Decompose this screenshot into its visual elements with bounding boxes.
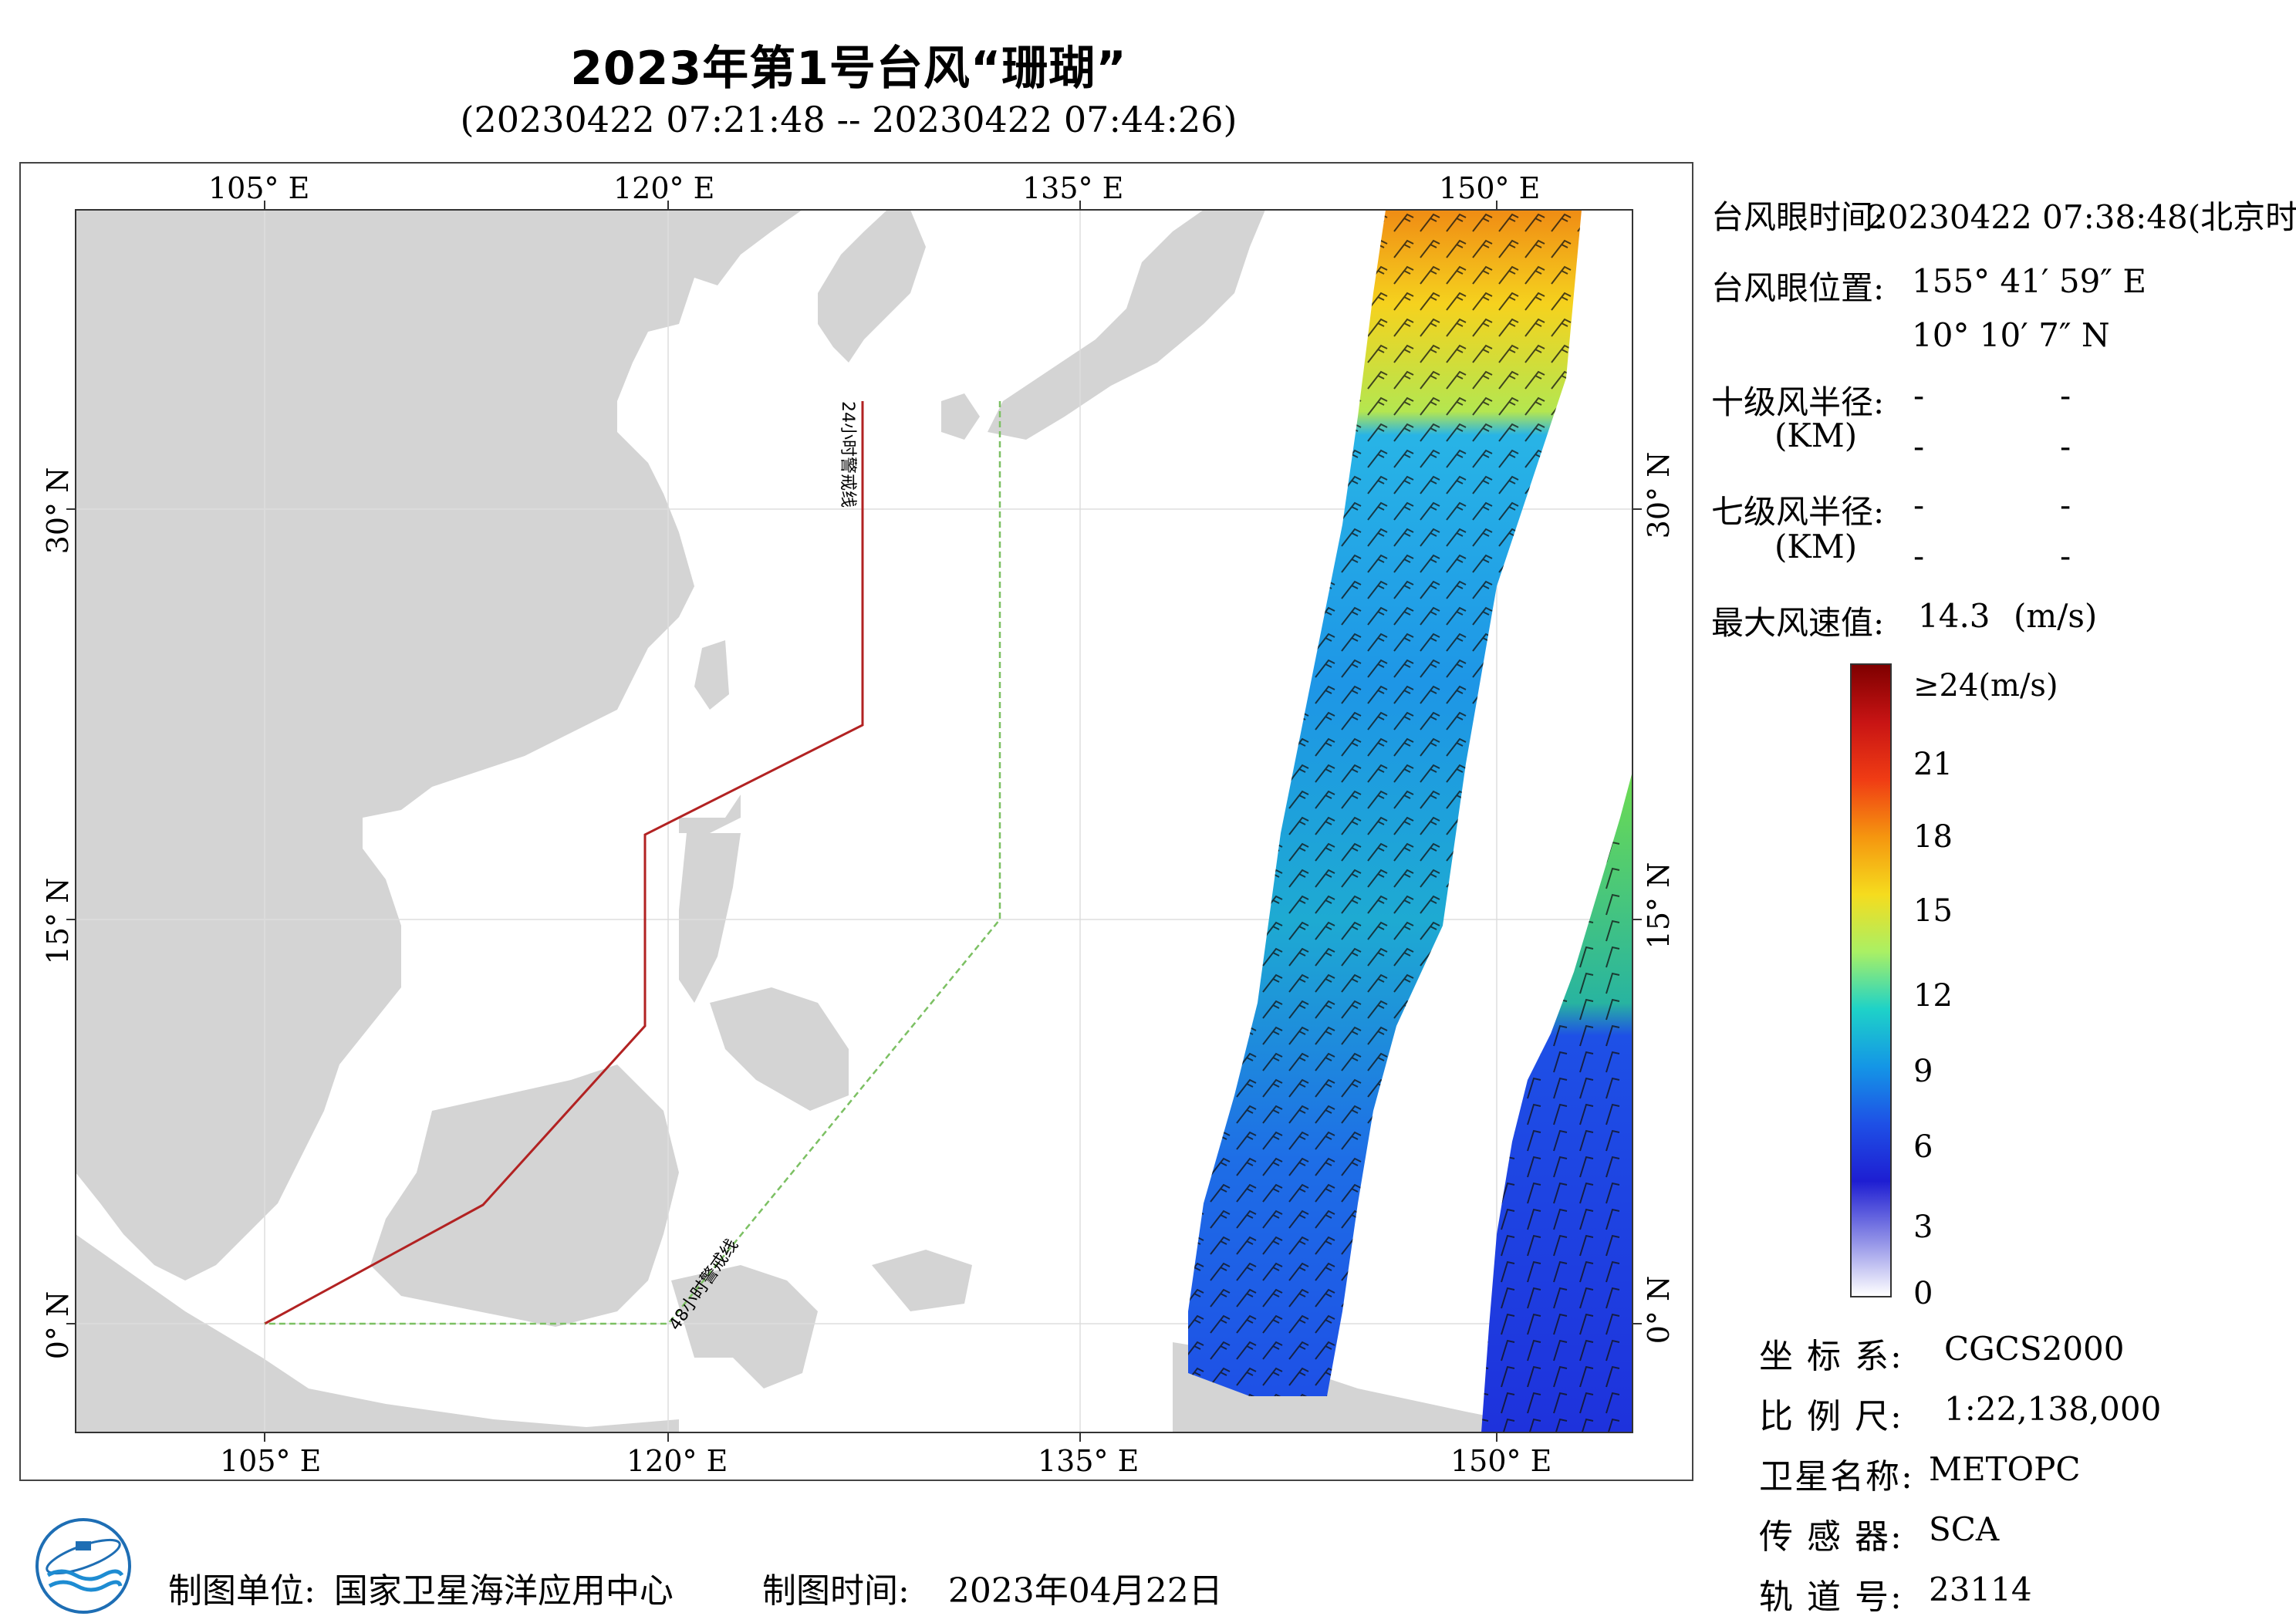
r7-unit: (KM) <box>1774 528 1858 565</box>
crs-label: 坐 标 系: <box>1759 1337 1903 1376</box>
lon-tick-bottom-105: 105° E <box>220 1444 322 1478</box>
land <box>76 210 1543 1432</box>
colorbar-label-18: 18 <box>1913 819 1953 855</box>
crs-value: CGCS2000 <box>1944 1330 2125 1368</box>
footer-time: 制图时间: 2023年04月22日 <box>762 1563 1223 1612</box>
colorbar-label-9: 9 <box>1913 1054 1933 1089</box>
lon-tick-bottom-135: 135° E <box>1038 1444 1140 1478</box>
eye-time-value: 20230422 07:38:48(北京时) <box>1867 198 2296 236</box>
max-wind-unit: (m/s) <box>2014 597 2098 635</box>
map-title: 2023年第1号台风“珊瑚” <box>570 42 1127 96</box>
r7-val-2: - <box>2060 486 2071 524</box>
wind-barbs-ascending <box>1188 210 1582 1396</box>
lat-tick-left-15: 15° N <box>41 877 75 965</box>
orbit-label: 轨 道 号: <box>1759 1577 1903 1617</box>
sensor-value: SCA <box>1929 1510 2000 1548</box>
r10-unit: (KM) <box>1774 417 1858 454</box>
colorbar <box>1850 663 1892 1297</box>
wind-barbs-descending <box>1481 771 1633 1432</box>
r7-val-1: - <box>1913 486 1925 524</box>
colorbar-label-15: 15 <box>1913 893 1953 929</box>
eye-pos-label: 台风眼位置: <box>1711 269 1885 307</box>
colorbar-label-6: 6 <box>1913 1129 1933 1165</box>
colorbar-label-0: 0 <box>1913 1276 1933 1311</box>
scale-label: 比 例 尺: <box>1759 1397 1903 1436</box>
scale-value: 1:22,138,000 <box>1944 1390 2162 1428</box>
r7-val-4: - <box>2060 537 2071 575</box>
max-wind-label: 最大风速值: <box>1711 604 1885 642</box>
warning-line-24h <box>264 401 864 1325</box>
r10-val-2: - <box>2060 376 2071 414</box>
r7-label: 七级风半径: <box>1711 493 1885 531</box>
lon-tick-top-120: 120° E <box>613 171 715 205</box>
lon-tick-bottom-120: 120° E <box>626 1444 728 1478</box>
lat-tick-right-15: 15° N <box>1642 862 1676 950</box>
footer-time-value: 2023年04月22日 <box>947 1571 1223 1611</box>
lat-tick-right-0: 0° N <box>1642 1275 1676 1345</box>
colorbar-label-12: 12 <box>1913 978 1953 1014</box>
eye-time-label: 台风眼时间: <box>1711 198 1885 236</box>
eye-lat: 10° 10′ 7″ N <box>1912 316 2110 354</box>
colorbar-label-3: 3 <box>1913 1210 1933 1245</box>
tick-marks <box>66 201 1642 1442</box>
eye-lon: 155° 41′ 59″ E <box>1912 262 2146 300</box>
r10-val-3: - <box>1913 427 1925 465</box>
sat-value: METOPC <box>1929 1450 2081 1488</box>
sat-label: 卫星名称: <box>1759 1457 1914 1496</box>
r10-val-1: - <box>1913 376 1925 414</box>
r7-val-3: - <box>1913 537 1925 575</box>
lat-tick-right-30: 30° N <box>1642 451 1676 539</box>
lat-tick-left-30: 30° N <box>41 467 75 555</box>
sensor-label: 传 感 器: <box>1759 1517 1903 1557</box>
footer-maker-value: 国家卫星海洋应用中心 <box>333 1571 674 1611</box>
map-subtitle: (20230422 07:21:48 -- 20230422 07:44:26) <box>460 99 1237 140</box>
colorbar-label-24: ≥24(m/s) <box>1913 668 2058 704</box>
lon-tick-top-135: 135° E <box>1022 171 1124 205</box>
lon-tick-top-150: 150° E <box>1439 171 1541 205</box>
map-frame <box>19 162 1693 1481</box>
max-wind-value: 14.3 <box>1918 597 1990 635</box>
plot-border <box>75 209 1633 1433</box>
r10-val-4: - <box>2060 427 2071 465</box>
footer-maker: 制图单位: 国家卫星海洋应用中心 <box>168 1563 674 1612</box>
footer-maker-label: 制图单位: <box>168 1571 316 1611</box>
orbit-value: 23114 <box>1929 1571 2032 1608</box>
footer-time-label: 制图时间: <box>762 1571 910 1611</box>
lon-tick-bottom-150: 150° E <box>1450 1444 1552 1478</box>
lat-tick-left-0: 0° N <box>41 1291 75 1360</box>
colorbar-label-21: 21 <box>1913 747 1953 782</box>
label-24h: 24小时警戒线 <box>838 401 857 508</box>
nsoas-logo <box>35 1518 131 1614</box>
lon-tick-top-105: 105° E <box>208 171 310 205</box>
r10-label: 十级风半径: <box>1711 383 1885 421</box>
